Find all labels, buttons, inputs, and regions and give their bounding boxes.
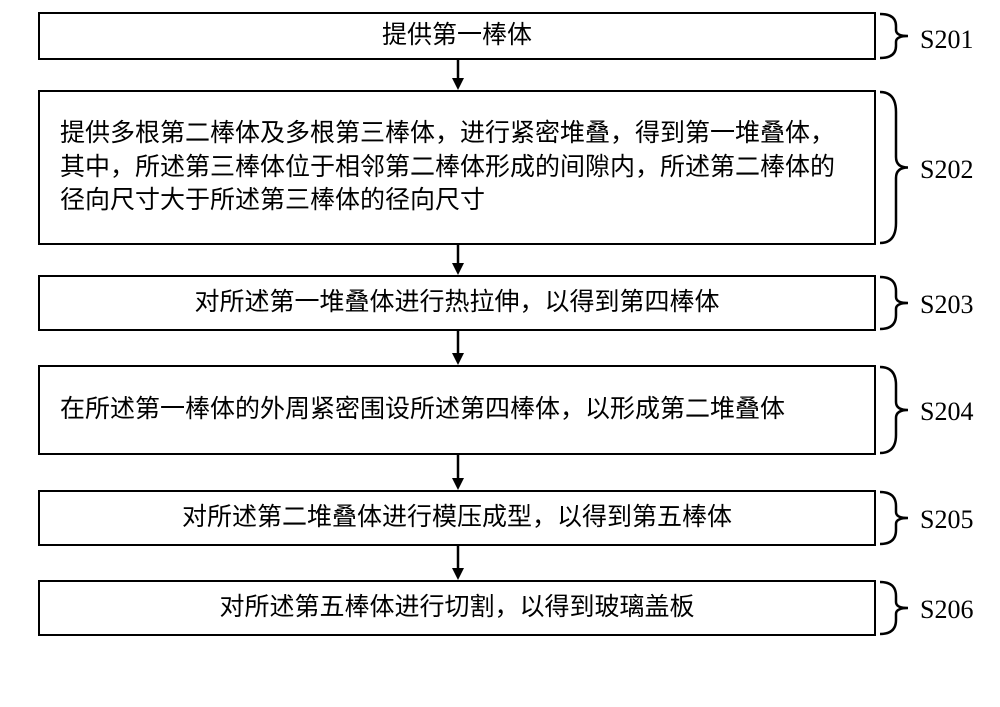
brace-s203 xyxy=(880,277,916,329)
brace-s204 xyxy=(880,367,916,453)
step-s201-text: 提供第一棒体 xyxy=(382,19,532,53)
step-s206: 对所述第五棒体进行切割，以得到玻璃盖板 xyxy=(38,580,876,636)
label-s205: S205 xyxy=(920,505,973,535)
step-s202: 提供多根第二棒体及多根第三棒体，进行紧密堆叠，得到第一堆叠体，其中，所述第三棒体… xyxy=(38,90,876,245)
step-s204: 在所述第一棒体的外周紧密围设所述第四棒体，以形成第二堆叠体 xyxy=(38,365,876,455)
brace-s206 xyxy=(880,582,916,634)
step-s206-text: 对所述第五棒体进行切割，以得到玻璃盖板 xyxy=(219,591,694,625)
step-s203-text: 对所述第一堆叠体进行热拉伸，以得到第四棒体 xyxy=(194,286,719,320)
brace-s205 xyxy=(880,492,916,544)
arrow-s204-s205 xyxy=(451,455,465,490)
label-s206: S206 xyxy=(920,595,973,625)
arrow-s201-s202 xyxy=(451,60,465,90)
arrow-s205-s206 xyxy=(451,546,465,580)
flowchart-canvas: 提供第一棒体 S201 提供多根第二棒体及多根第三棒体，进行紧密堆叠，得到第一堆… xyxy=(0,0,1000,707)
step-s202-text: 提供多根第二棒体及多根第三棒体，进行紧密堆叠，得到第一堆叠体，其中，所述第三棒体… xyxy=(60,117,854,218)
arrow-s203-s204 xyxy=(451,331,465,365)
step-s205: 对所述第二堆叠体进行模压成型，以得到第五棒体 xyxy=(38,490,876,546)
label-s201: S201 xyxy=(920,25,973,55)
brace-s201 xyxy=(880,14,916,58)
label-s204: S204 xyxy=(920,397,973,427)
step-s203: 对所述第一堆叠体进行热拉伸，以得到第四棒体 xyxy=(38,275,876,331)
step-s205-text: 对所述第二堆叠体进行模压成型，以得到第五棒体 xyxy=(182,501,732,535)
label-s203: S203 xyxy=(920,290,973,320)
brace-s202 xyxy=(880,92,916,243)
label-s202: S202 xyxy=(920,155,973,185)
arrow-s202-s203 xyxy=(451,245,465,275)
step-s204-text: 在所述第一棒体的外周紧密围设所述第四棒体，以形成第二堆叠体 xyxy=(60,393,854,427)
step-s201: 提供第一棒体 xyxy=(38,12,876,60)
